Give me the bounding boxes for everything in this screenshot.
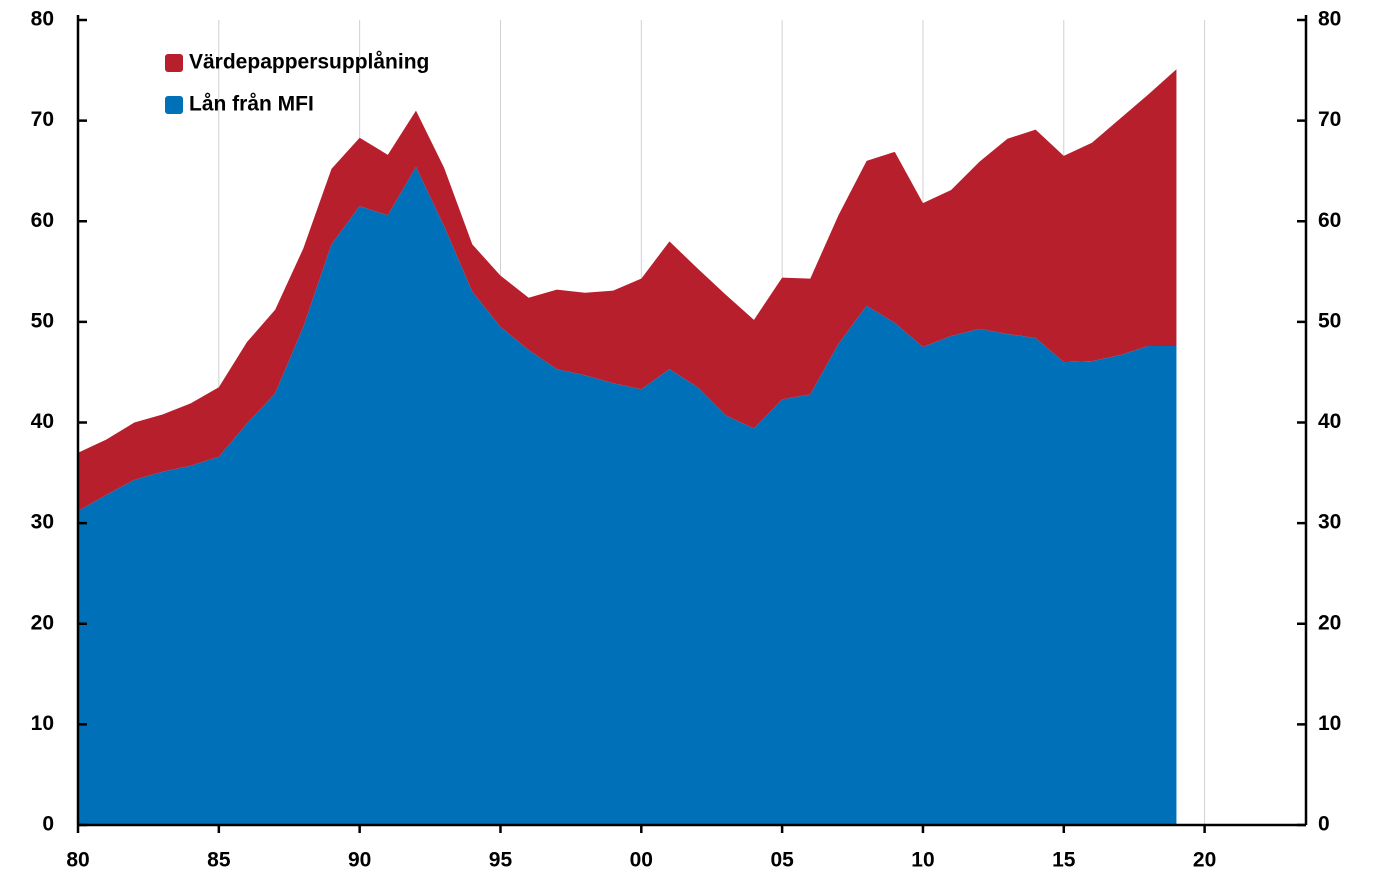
x-tick-label: 95 <box>489 849 513 872</box>
area <box>78 69 1177 512</box>
y-tick-label: 30 <box>31 511 54 534</box>
x-tick-label: 85 <box>207 849 231 872</box>
x-tick-label: 15 <box>1052 849 1076 872</box>
y2-tick-label: 40 <box>1318 410 1341 433</box>
x-tick-label: 90 <box>348 849 371 872</box>
legend-marker <box>165 96 183 114</box>
legend-marker <box>165 54 183 72</box>
area <box>78 166 1177 826</box>
y-tick-label: 70 <box>31 108 54 131</box>
y-tick-label: 50 <box>31 309 54 332</box>
y-tick-label: 10 <box>31 712 54 735</box>
x-tick-label: 80 <box>66 849 89 872</box>
y2-tick-label: 30 <box>1318 511 1341 534</box>
y2-tick-label: 20 <box>1318 611 1341 634</box>
y2-tick-label: 80 <box>1318 8 1341 31</box>
x-tick-label: 05 <box>770 849 794 872</box>
y-tick-label: 80 <box>31 8 54 31</box>
y2-tick-label: 70 <box>1318 108 1341 131</box>
legend-label: Värdepappersupplåning <box>189 51 429 74</box>
y-tick-label: 40 <box>31 410 54 433</box>
x-tick-label: 00 <box>630 849 653 872</box>
y-tick-label: 20 <box>31 611 54 634</box>
x-tick-label: 20 <box>1193 849 1216 872</box>
y2-tick-label: 10 <box>1318 712 1341 735</box>
y2-tick-label: 50 <box>1318 309 1341 332</box>
y2-tick-label: 0 <box>1318 813 1330 836</box>
y2-tick-label: 60 <box>1318 209 1341 232</box>
legend-label: Lån från MFI <box>189 93 314 116</box>
y-tick-label: 60 <box>31 209 54 232</box>
y-tick-label: 0 <box>42 813 54 836</box>
x-tick-label: 10 <box>911 849 934 872</box>
